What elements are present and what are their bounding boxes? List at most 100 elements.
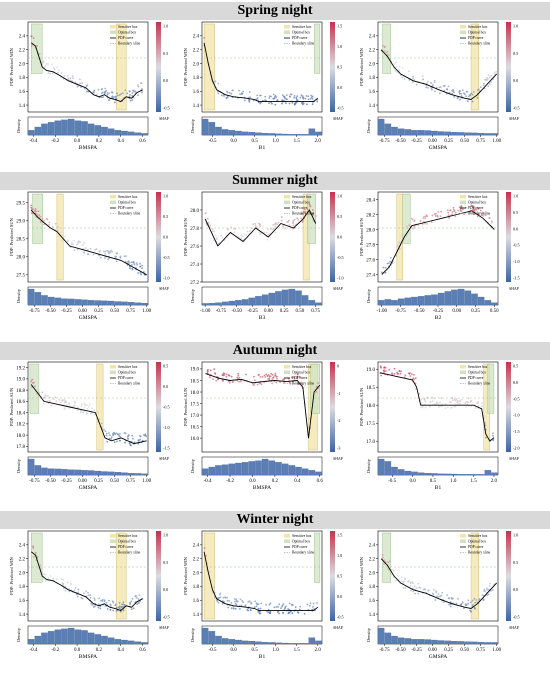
panel-3-1-cbar-tick: 1.0 [337,553,342,558]
panel-2-1-legend-label: Boundary xline [292,382,315,386]
panel-1-1-xtick-label: 0.75 [311,309,320,314]
panel-1-0-xlabel: GMSPA [79,315,97,321]
panel-0-0-shap-point [137,84,139,86]
panel-0-0-shap-point [137,94,139,96]
panel-3-0-colorbar [156,531,161,621]
panel-3-2-hist-bar [438,641,444,645]
panel-1-2-shap-point [449,209,451,211]
panel-2-0-ytick-label: 18.0 [16,434,25,439]
panel-0-0-ylabel: PDP: Predicted WIN [9,47,14,85]
panel-2-0-ytick-label: 18.8 [16,389,25,394]
panel-3-2-xtick-label: 0.00 [428,648,437,653]
panel-1-1-shap-point [263,232,265,234]
panel-0-1-legend-optimal-swatch [284,31,290,35]
panel-3-0-hist-bar [75,630,81,644]
panel-3-0-shap-point [42,579,44,581]
panel-3-1-ytick-label: 2.0 [193,571,200,576]
panel-1-2-hist-bar [391,300,397,305]
panel-0-1-shap-point [295,102,297,104]
panel-0-0-shap-point [130,100,132,102]
panel-0-1-shap-point [218,93,220,95]
panel-1-0-legend-sensitive-swatch [110,195,116,199]
panel-3-2-shap-point [410,590,412,592]
panel-0-1-shap-point [290,94,292,96]
panel-3-0-shap-point [77,596,79,598]
panel-0-2-cbar-tick: 1.0 [513,24,518,29]
panel-0-2-ytick-label: 1.8 [369,76,376,81]
panel-0-0-shap-point [132,99,134,101]
panel-3-2-shap-point [460,604,462,606]
panel-2-2-xtick-label: 1.0 [450,479,457,484]
panel-0-0-shap-point [76,86,78,88]
panel-2-1-cbar-tick: -1 [337,391,341,396]
panel-3-2-shap-point [401,581,403,583]
panel-2-1-shap-point [275,374,277,376]
panel-3-2-shap-point [472,604,474,606]
panel-2-1-shap-point [271,383,273,385]
panel-3-2-shap-point [404,579,406,581]
panel-3-1-ytick-label: 1.8 [193,585,200,590]
panel-1-1-legend-label: Sensitive box [292,195,312,199]
panel-1-0-shap-point [100,257,102,259]
panel-0-0-shap-point [81,82,83,84]
panel-1-0-shap-point [80,241,82,243]
panel-2-2-shap-point [450,401,452,403]
panel-2-0-shap-point [139,439,141,441]
panel-2-2-shap-point [485,437,487,439]
panel-0-0-shap-point [44,66,46,68]
panel-3-1-shap-point [250,609,252,611]
panel-2-2-xtick-label: 1.5 [470,479,477,484]
panel-2-0-shap-point [129,444,131,446]
panel-2-2-shap-point [470,400,472,402]
panel-3-1-shap-point [209,572,211,574]
panel-3-0-xtick-label: 0.6 [139,648,146,653]
panel-0-0-shap-label: SHAP [159,117,169,121]
panel-3-2-cbar-tick: 1.0 [513,533,518,538]
panel-0-0-shap-point [132,92,134,94]
panel-2-1-hist-bar [289,465,295,475]
panel-0-0-legend-label: PDP curve [118,36,134,40]
panel-1-1-shap-point [235,228,237,230]
panel-2-2-shap-point [456,401,458,403]
panel-1-1-shap-point [315,215,317,217]
panel-1-2-hist-bar [418,296,424,305]
panel-0-2-shap-point [394,63,396,65]
panel-3-2-hist-bar [391,636,397,644]
panel-1-0-shap-point [55,223,57,225]
panel-2-1-xtick-label: 0.6 [317,479,324,484]
panel-2-2-shap-point [468,397,470,399]
panel-1-0-hist-bar [101,301,107,305]
panel-1-0-ytick-label: 28.5 [16,238,25,243]
panel-1-1-legend-sensitive-swatch [284,195,290,199]
panel-3-1-shap-point [289,603,291,605]
panel-0-2-shap-point [467,100,469,102]
panel-3-2-shap-point [402,581,404,583]
panel-3-0-shap-point [35,552,37,554]
panel-0-0-shap-point [122,92,124,94]
panel-3-2-shap-point [391,569,393,571]
panel-1-0-hist-bar [135,303,141,305]
panel-0-1-shap-point [296,97,298,99]
panel-0-1-shap-point [294,104,296,106]
panel-0-0-ytick-label: 2.2 [19,48,26,53]
panel-3-0-legend-sensitive-swatch [110,534,116,538]
panel-0-2-shap-point [416,84,418,86]
panel-0-1-hist-bar [255,133,261,135]
panel-1-1-xtick-label: 0.50 [296,309,305,314]
panel-1-1-shap-point [249,230,251,232]
panel-0-0-shap-point [115,96,117,98]
panel-2-1-legend-label: Optimal box [292,371,310,375]
panel-0-1-hist-bar [235,131,241,135]
panel-2-1-hist-bar [229,464,235,475]
panel-1-1-xtick-label: -0.50 [232,309,243,314]
panel-1-2-shap-label: SHAP [509,287,519,291]
panel-2-0-cbar-tick: -1.5 [163,446,170,451]
panel-0-0-shap-point [31,45,33,47]
panel-2-0-shap-point [86,404,88,406]
panel-2-2-xtick-label: -0.5 [388,479,396,484]
panel-2-1-shap-point [245,374,247,376]
panel-0-1-shap-point [249,100,251,102]
panel-3-0-shap-point [112,602,114,604]
panel-0-2-hist-bar [391,127,397,135]
panel-3-0-shap-point [39,564,41,566]
